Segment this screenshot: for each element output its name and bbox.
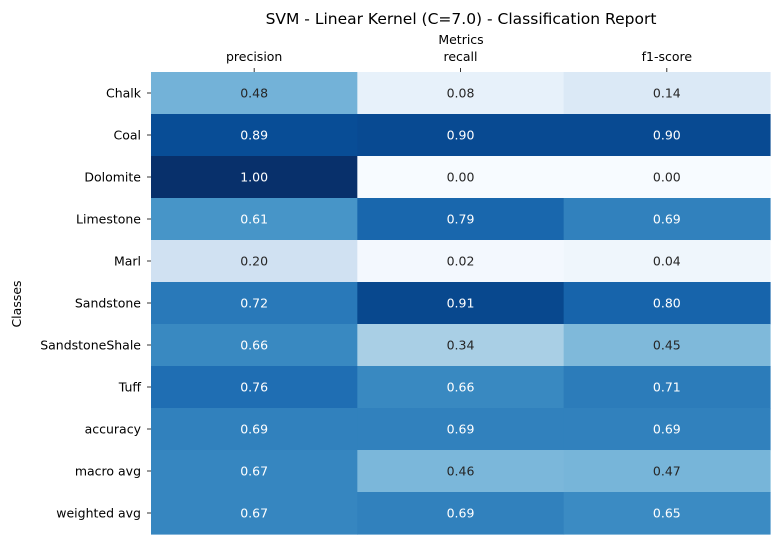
cell-value-label: 0.71 [653,380,681,395]
cell-value-label: 0.67 [240,506,268,521]
x-axis-label: Metrics [438,32,483,47]
row-tick-label: weighted avg [56,506,141,521]
cell-value-label: 0.45 [653,338,681,353]
heatmap-cell-limestone-precision [151,198,358,241]
row-tick-label: Tuff [118,380,142,395]
row-tick-labels: ChalkCoalDolomiteLimestoneMarlSandstoneS… [40,86,151,521]
heatmap-cell-dolomite-precision [151,156,358,199]
column-tick-labels: precision recall f1-score [226,49,692,72]
heatmap-cell-chalk-recall [357,72,565,115]
row-tick-label: Coal [113,128,141,143]
cell-value-label: 0.69 [447,506,475,521]
heatmap-cell-marl-precision [151,240,358,283]
cell-value-label: 0.69 [240,422,268,437]
row-tick-label: accuracy [85,422,142,437]
cell-value-label: 0.72 [240,296,268,311]
cell-value-label: 0.90 [447,128,475,143]
heatmap-cell-marl-f1-score [563,240,771,283]
cell-value-label: 0.00 [447,170,475,185]
column-tick-label: f1-score [642,49,693,64]
heatmap-cell-weighted-avg-recall [357,492,565,535]
column-tick-label: precision [226,49,282,64]
heatmap-cell-sandstoneshale-recall [357,324,565,367]
heatmap-cell-chalk-f1-score [563,72,771,115]
heatmap-cells: 0.48 0.08 0.14 0.89 0.90 0.90 1.00 0.00 0.00 0.61… [151,72,771,535]
heatmap-cell-weighted-avg-precision [151,492,358,535]
cell-value-label: 0.91 [447,296,475,311]
row-tick-label: Dolomite [84,170,141,185]
cell-value-label: 0.02 [447,254,475,269]
cell-value-label: 0.14 [653,86,681,101]
heatmap-cell-sandstone-precision [151,282,358,325]
heatmap-cell-dolomite-f1-score [563,156,771,199]
heatmap-cell-coal-f1-score [563,114,771,157]
cell-value-label: 0.69 [653,422,681,437]
cell-value-label: 0.46 [447,464,475,479]
heatmap-cell-macro-avg-f1-score [563,450,771,493]
heatmap-cell-macro-avg-recall [357,450,565,493]
cell-value-label: 0.90 [653,128,681,143]
cell-value-label: 0.89 [240,128,268,143]
cell-value-label: 0.34 [447,338,475,353]
cell-value-label: 0.61 [240,212,268,227]
row-tick-label: SandstoneShale [40,338,141,353]
heatmap-cell-sandstoneshale-precision [151,324,358,367]
heatmap-cell-limestone-recall [357,198,565,241]
heatmap-cell-limestone-f1-score [563,198,771,241]
row-tick-label: macro avg [75,464,141,479]
cell-value-label: 0.66 [447,380,475,395]
row-tick-label: Sandstone [75,296,141,311]
heatmap-cell-tuff-f1-score [563,366,771,409]
cell-value-label: 1.00 [240,170,268,185]
heatmap-cell-coal-precision [151,114,358,157]
heatmap-cell-accuracy-precision [151,408,358,451]
heatmap-cell-dolomite-recall [357,156,565,199]
row-tick-label: Limestone [76,212,141,227]
cell-value-label: 0.69 [447,422,475,437]
cell-value-label: 0.20 [240,254,268,269]
cell-value-label: 0.69 [653,212,681,227]
cell-value-label: 0.08 [447,86,475,101]
cell-value-label: 0.66 [240,338,268,353]
heatmap-cell-chalk-precision [151,72,358,115]
cell-value-label: 0.00 [653,170,681,185]
cell-value-label: 0.04 [653,254,681,269]
column-tick-label: recall [443,49,477,64]
cell-value-label: 0.67 [240,464,268,479]
heatmap-cell-marl-recall [357,240,565,283]
cell-value-label: 0.76 [240,380,268,395]
row-tick-label: Chalk [106,86,142,101]
heatmap-cell-weighted-avg-f1-score [563,492,771,535]
heatmap-cell-accuracy-f1-score [563,408,771,451]
heatmap-cell-macro-avg-precision [151,450,358,493]
cell-value-label: 0.65 [653,506,681,521]
row-tick-label: Marl [114,254,141,269]
heatmap-cell-tuff-precision [151,366,358,409]
y-axis-label: Classes [9,280,24,327]
cell-value-label: 0.48 [240,86,268,101]
cell-value-label: 0.47 [653,464,681,479]
heatmap-cell-coal-recall [357,114,565,157]
cell-value-label: 0.79 [447,212,475,227]
heatmap-cell-sandstone-f1-score [563,282,771,325]
heatmap-cell-sandstone-recall [357,282,565,325]
heatmap-cell-accuracy-recall [357,408,565,451]
heatmap-cell-sandstoneshale-f1-score [563,324,771,367]
heatmap-cell-tuff-recall [357,366,565,409]
chart-title: SVM - Linear Kernel (C=7.0) - Classifica… [266,10,657,28]
cell-value-label: 0.80 [653,296,681,311]
